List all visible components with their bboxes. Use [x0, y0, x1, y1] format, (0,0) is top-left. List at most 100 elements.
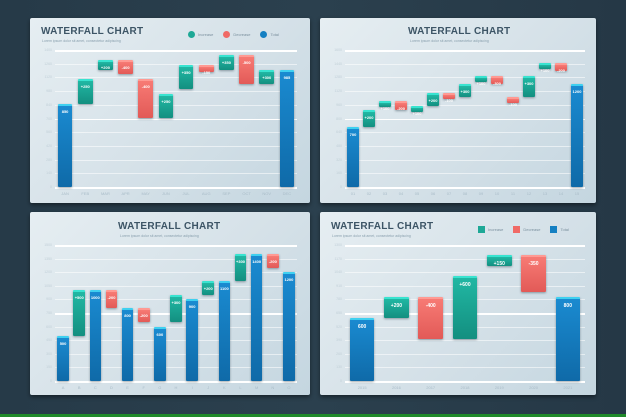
gridline	[345, 187, 585, 189]
gridline	[345, 104, 585, 106]
chart-title: WATERFALL CHART	[41, 26, 144, 37]
x-tick-label: 2015	[357, 385, 367, 390]
y-tick-label: 1500	[44, 243, 52, 247]
bar-increase: +200	[363, 109, 375, 128]
bar-total: 850	[57, 103, 73, 187]
x-tick-label: L	[239, 385, 242, 390]
bar-value-label: +200	[203, 286, 213, 292]
y-tick-label: 150	[46, 365, 52, 370]
gridline	[345, 367, 585, 369]
bar-decrease: -500	[239, 54, 254, 85]
bar-value-label: 700	[349, 132, 357, 138]
gridline	[345, 50, 585, 52]
gridline	[55, 258, 297, 260]
gridline	[345, 381, 585, 383]
x-tick-label: 2018	[460, 385, 470, 390]
bar-total: 1100	[218, 281, 231, 381]
gridline	[345, 77, 585, 79]
bar-value-label: +350	[221, 59, 231, 65]
y-tick-label: 320	[336, 157, 342, 162]
x-tick-label: 08	[462, 191, 468, 196]
bar-value-label: -200	[268, 259, 277, 265]
bar-value-label: 1200	[572, 89, 582, 95]
bar-total: 800	[555, 297, 581, 381]
waterfall-panel-1: WATERFALL CHART Lorem ipsum dolor sit am…	[30, 18, 310, 203]
bar-increase: +500	[73, 290, 85, 336]
bar-value-label: +200	[364, 114, 374, 120]
bar-increase: +200	[384, 297, 409, 319]
chart-title: WATERFALL CHART	[331, 221, 434, 232]
gridline	[345, 353, 585, 355]
x-tick-label: K	[223, 385, 226, 390]
legend-item-increase: Increase	[188, 31, 213, 38]
x-tick-label: 05	[414, 191, 420, 196]
x-tick-label: 14	[558, 191, 564, 196]
bar-increase: +300	[259, 69, 274, 85]
bar-increase: +350	[219, 54, 234, 70]
waterfall-panel-2: WATERFALL CHART Lorem ipsum dolor sit am…	[320, 18, 596, 203]
bar-value-label: -100	[444, 97, 453, 103]
waterfall-panel-4: WATERFALL CHART Lorem ipsum dolor sit am…	[320, 212, 596, 395]
plot-area: 0 140 280 420 560 700 840 980 1120 1260 1400 850 JAN…	[44, 48, 297, 196]
gridline	[345, 258, 585, 260]
bar-value-label: +100	[380, 106, 390, 112]
gridline	[345, 173, 585, 175]
x-tick-label: 01	[350, 191, 356, 196]
x-tick-label: J	[207, 385, 210, 390]
x-tick-label: 04	[398, 191, 404, 196]
y-tick-label: 1440	[334, 61, 342, 66]
chart-subtitle: Lorem ipsum dolor sit amet, consectetur …	[42, 39, 121, 43]
bar-total: 600	[154, 326, 166, 381]
y-tick-label: 900	[46, 297, 52, 302]
y-tick-label: 1400	[44, 48, 52, 52]
x-tick-label: D	[110, 385, 113, 390]
y-tick-label: 450	[46, 338, 52, 343]
x-tick-label: 2020	[529, 385, 539, 390]
bar-total: 1200	[571, 84, 583, 187]
x-tick-label: 13	[542, 191, 548, 196]
bar-increase: +200	[427, 92, 439, 106]
bar-total: 500	[57, 335, 69, 381]
bar-decrease: -200	[105, 290, 118, 309]
y-tick-label: 280	[46, 157, 52, 162]
x-tick-label: MAR	[100, 191, 110, 196]
y-tick-label: 800	[336, 116, 342, 121]
x-tick-label: JAN	[61, 191, 69, 196]
legend-item-total: Total	[550, 226, 569, 233]
chart-legend: Increase Decrease Total	[478, 226, 569, 233]
gridline	[55, 340, 297, 342]
bar-increase: +250	[158, 94, 174, 119]
bar-decrease: -200	[266, 254, 279, 268]
x-tick-label: NOV	[262, 191, 272, 196]
bar-decrease: -100	[443, 92, 455, 103]
gridline	[345, 340, 585, 342]
x-tick-label: DEC	[282, 191, 292, 196]
bar-value-label: +250	[80, 84, 90, 90]
bar-total: 700	[347, 127, 359, 187]
gridline	[55, 77, 297, 79]
bar-value-label: +350	[181, 69, 191, 75]
bar-value-label: +150	[493, 261, 505, 268]
bar-increase: +150	[486, 255, 512, 268]
bar-value-label: -200	[396, 106, 405, 112]
chart-subtitle: Lorem ipsum dolor sit amet, consectetur …	[410, 39, 489, 43]
bar-decrease: -200	[555, 62, 567, 73]
x-tick-label: 06	[430, 191, 436, 196]
y-tick-label: 480	[336, 143, 342, 148]
y-tick-label: 0	[340, 185, 342, 189]
y-tick-label: 650	[336, 311, 342, 315]
gridline	[345, 272, 585, 274]
bar-value-label: 1200	[284, 277, 294, 283]
gridline	[345, 118, 585, 120]
bar-value-label: 800	[124, 313, 131, 319]
gridline	[55, 245, 297, 247]
y-tick-label: 260	[336, 351, 342, 356]
x-tick-label: 11	[510, 191, 516, 196]
bar-decrease: -400	[118, 59, 133, 75]
chart-title: WATERFALL CHART	[408, 26, 511, 37]
gridline	[345, 63, 585, 65]
y-tick-label: 140	[46, 171, 52, 176]
x-tick-label: 2019	[494, 385, 504, 390]
bar-decrease: -100	[507, 97, 519, 107]
x-tick-label: F	[142, 385, 145, 390]
